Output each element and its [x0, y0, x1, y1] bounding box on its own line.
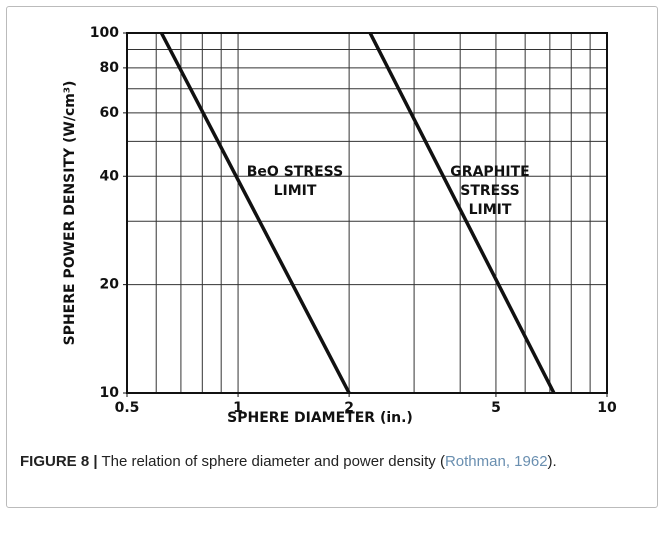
x-tick-label: 0.5 [115, 400, 140, 416]
y-tick-label: 10 [100, 385, 120, 401]
frame [6, 6, 658, 508]
x-tick-label: 1 [233, 400, 243, 416]
plot-frame [126, 32, 608, 394]
x-tick-label: 2 [344, 400, 354, 416]
annotation: BeO STRESS [247, 164, 343, 180]
citation[interactable]: Rothman, 1962 [444, 453, 548, 470]
line [368, 32, 556, 394]
annotation: LIMIT [274, 183, 317, 199]
caption-label: FIGURE 8 | [20, 453, 98, 470]
line [159, 32, 351, 394]
y-tick-label: 80 [100, 60, 120, 76]
annotation: LIMIT [469, 202, 512, 218]
caption: FIGURE 8 | The relation of sphere diamet… [20, 450, 630, 474]
y-tick-label: 20 [100, 277, 120, 293]
annotation: STRESS [460, 183, 520, 199]
caption-text: The relation of sphere diameter and powe… [97, 453, 445, 470]
y-axis-label: SPHERE POWER DENSITY (W/cm³) [62, 81, 78, 346]
y-tick-label: 60 [100, 105, 120, 121]
x-tick-label: 10 [597, 400, 617, 416]
annotation: GRAPHITE [450, 164, 529, 180]
chart: SPHERE DIAMETER (in.) SPHERE POWER DENSI… [62, 25, 617, 426]
y-tick-label: 100 [90, 25, 119, 41]
caption-tail: ). [547, 453, 557, 470]
x-axis-label: SPHERE DIAMETER (in.) [227, 410, 413, 426]
y-tick-label: 40 [100, 168, 120, 184]
x-tick-label: 5 [491, 400, 501, 416]
